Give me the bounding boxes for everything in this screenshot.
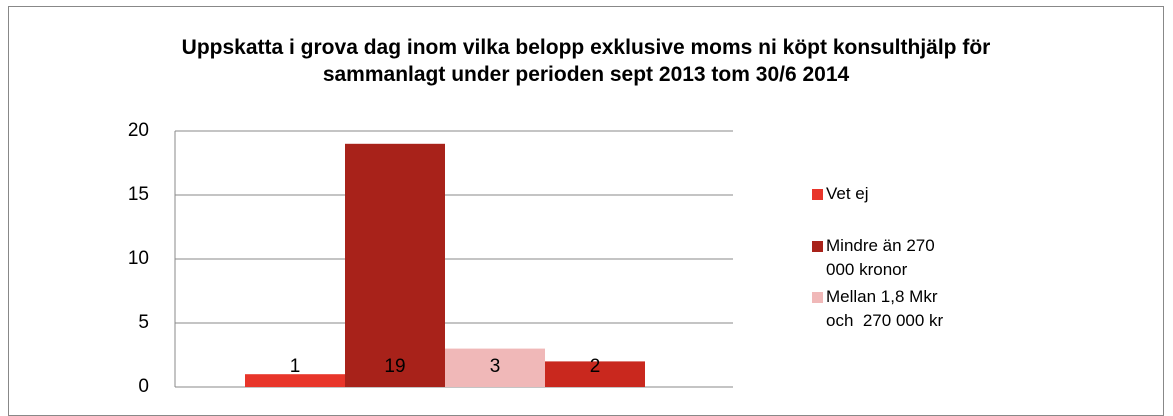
- data-label: 1: [290, 356, 301, 377]
- bar: [445, 348, 545, 387]
- legend-label: Mellan 1,8 Mkr och 270 000 kr: [826, 287, 944, 330]
- bar: [245, 374, 345, 387]
- bar: [545, 361, 645, 387]
- y-tick-label: 5: [138, 312, 149, 333]
- legend-swatch: [812, 241, 823, 252]
- chart-title: Uppskatta i grova dag inom vilka belopp …: [181, 36, 991, 86]
- chart: 0 5 10 15 20 1 19 3 2: [128, 120, 733, 397]
- legend-label: Vet ej: [826, 184, 869, 203]
- bar: [345, 143, 445, 387]
- y-tick-label: 10: [128, 248, 149, 269]
- y-tick-label: 20: [128, 120, 149, 141]
- legend-swatch: [812, 189, 823, 200]
- page: Uppskatta i grova dag inom vilka belopp …: [8, 6, 1164, 416]
- legend-swatch: [812, 292, 823, 303]
- data-label: 19: [384, 356, 405, 377]
- y-tick-label: 15: [128, 184, 149, 205]
- legend-label: Mindre än 270 000 kronor: [826, 236, 940, 279]
- y-tick-label: 0: [138, 376, 149, 397]
- data-label: 2: [590, 356, 601, 377]
- data-label: 3: [490, 356, 501, 377]
